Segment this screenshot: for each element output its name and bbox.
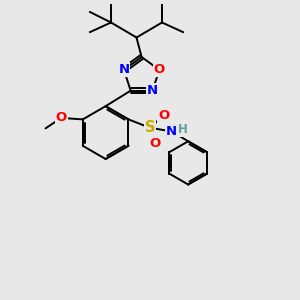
Text: N: N bbox=[118, 63, 130, 76]
Text: O: O bbox=[154, 63, 165, 76]
Text: H: H bbox=[178, 123, 188, 136]
Text: N: N bbox=[147, 84, 158, 97]
Text: N: N bbox=[166, 125, 177, 138]
Text: O: O bbox=[56, 111, 67, 124]
Text: O: O bbox=[158, 109, 169, 122]
Text: O: O bbox=[150, 137, 161, 150]
Text: S: S bbox=[145, 120, 155, 135]
